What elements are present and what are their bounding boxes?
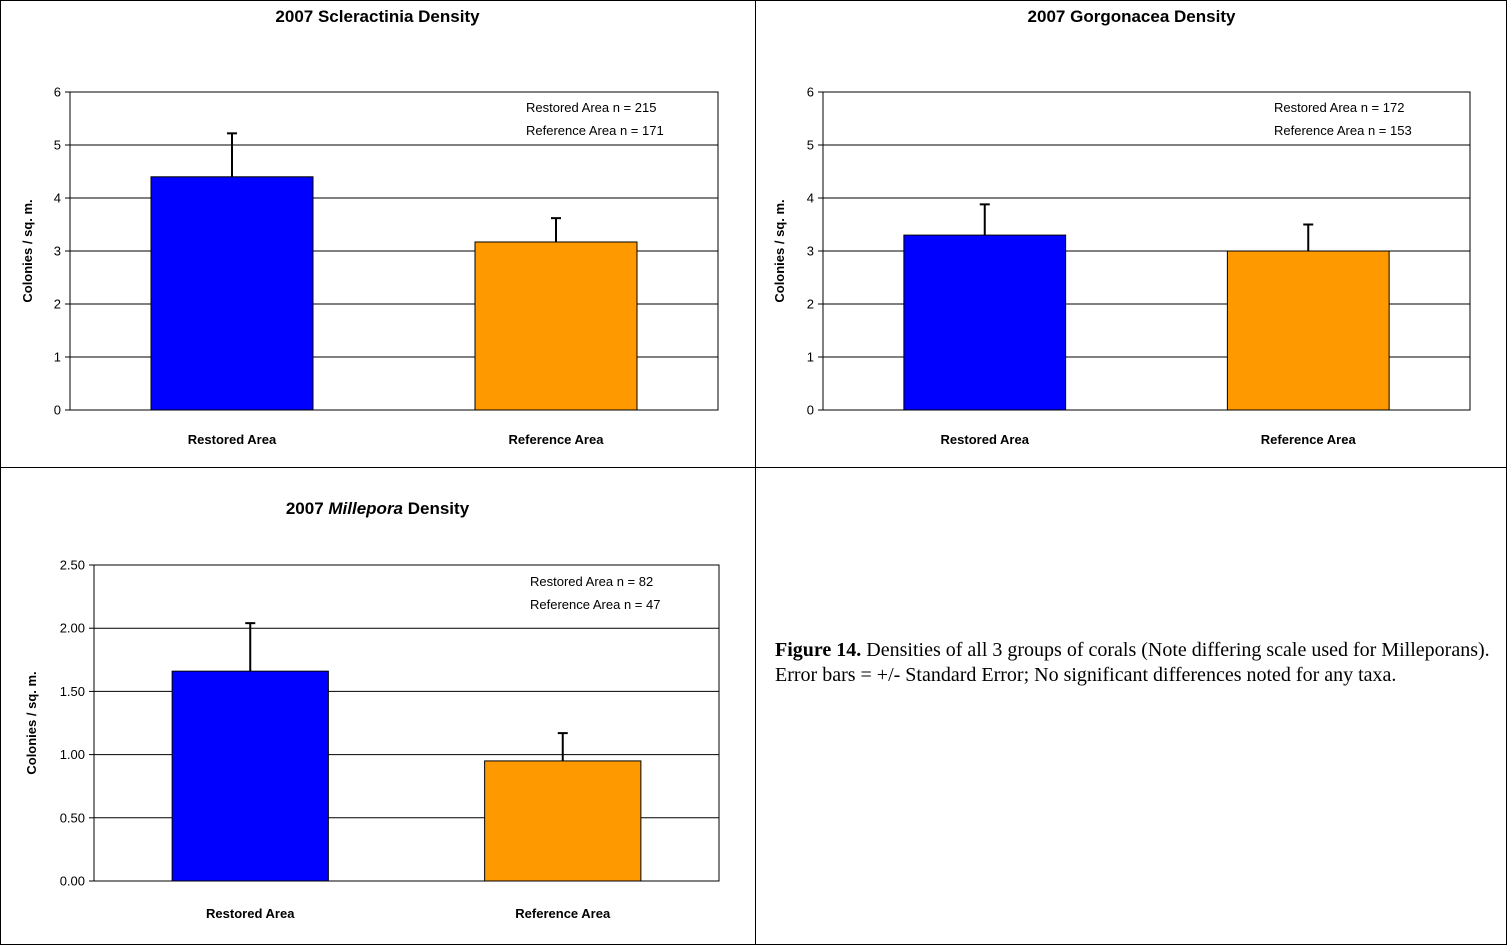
- y-tick-label: 4: [54, 191, 61, 206]
- y-tick-label: 0: [807, 403, 814, 418]
- y-tick-label: 3: [54, 244, 61, 259]
- bar: [171, 670, 329, 882]
- y-tick-label: 6: [54, 85, 61, 100]
- sample-size-annotation: Reference Area n = 171: [526, 123, 664, 138]
- y-tick-label: 1: [54, 350, 61, 365]
- chart-title-suffix: Density: [1169, 7, 1236, 26]
- sample-size-annotation: Reference Area n = 153: [1274, 123, 1412, 138]
- chart-title-prefix: 2007: [286, 499, 329, 518]
- figure-caption: Figure 14. Densities of all 3 groups of …: [775, 638, 1490, 688]
- y-tick-label: 1.00: [60, 747, 85, 762]
- y-tick-label: 0.00: [60, 874, 85, 889]
- bar: [150, 176, 314, 411]
- x-category-label: Reference Area: [509, 432, 605, 447]
- chart-title-main: Scleractinia: [318, 7, 414, 26]
- y-tick-label: 0.50: [60, 810, 85, 825]
- chart-gorgonacea: 2007 Gorgonacea Density 0 1 2 3 4 5 6 Restored A…: [772, 7, 1471, 447]
- chart-millepora: 2007 Millepora Density 0.00 0.50 1.00 1.50 2.…: [24, 499, 720, 921]
- y-tick-label: 2.00: [60, 621, 85, 636]
- bar: [1226, 250, 1390, 411]
- bar: [474, 241, 638, 411]
- x-category-label: Restored Area: [188, 432, 277, 447]
- table-divider-vertical: [755, 0, 756, 945]
- sample-size-annotation: Restored Area n = 215: [526, 100, 656, 115]
- chart-title: 2007 Gorgonacea Density: [1028, 7, 1236, 26]
- chart-title-prefix: 2007: [1028, 7, 1071, 26]
- x-category-label: Reference Area: [515, 906, 611, 921]
- chart-panel-gorgonacea: 2007 Gorgonacea Density 0 1 2 3 4 5 6 Restored A…: [757, 1, 1506, 466]
- plot-area: [822, 91, 1471, 411]
- y-tick-label: 2: [807, 297, 814, 312]
- y-axis-label: Colonies / sq. m.: [772, 199, 787, 302]
- y-tick-label: 4: [807, 191, 814, 206]
- chart-panel-millepora: 2007 Millepora Density 0.00 0.50 1.00 1.50 2.…: [1, 469, 754, 945]
- bar: [484, 760, 642, 882]
- chart-title: 2007 Scleractinia Density: [275, 7, 480, 26]
- plot-area: [69, 91, 719, 411]
- y-tick-label: 0: [54, 403, 61, 418]
- caption-text: Densities of all 3 groups of corals (Not…: [775, 639, 1490, 686]
- y-tick-label: 1.50: [60, 684, 85, 699]
- chart-panel-scleractinia: 2007 Scleractinia Density 0 1 2 3 4 5 6 Restored…: [1, 1, 754, 466]
- x-category-label: Reference Area: [1261, 432, 1357, 447]
- y-tick-label: 5: [807, 138, 814, 153]
- sample-size-annotation: Restored Area n = 172: [1274, 100, 1404, 115]
- table-divider-horizontal: [0, 467, 1507, 468]
- caption-label: Figure 14.: [775, 639, 862, 661]
- chart-title-suffix: Density: [413, 7, 480, 26]
- chart-title: 2007 Millepora Density: [286, 499, 470, 518]
- chart-title-main: Gorgonacea: [1070, 7, 1170, 26]
- sample-size-annotation: Restored Area n = 82: [530, 574, 653, 589]
- y-tick-label: 5: [54, 138, 61, 153]
- x-category-label: Restored Area: [206, 906, 295, 921]
- y-tick-label: 2: [54, 297, 61, 312]
- sample-size-annotation: Reference Area n = 47: [530, 597, 660, 612]
- y-tick-label: 1: [807, 350, 814, 365]
- chart-title-main: Millepora: [328, 499, 403, 518]
- y-axis-label: Colonies / sq. m.: [20, 199, 35, 302]
- y-tick-label: 2.50: [60, 558, 85, 573]
- chart-title-prefix: 2007: [275, 7, 318, 26]
- y-tick-label: 3: [807, 244, 814, 259]
- bar: [903, 234, 1067, 411]
- chart-scleractinia: 2007 Scleractinia Density 0 1 2 3 4 5 6 Restored…: [20, 7, 719, 447]
- y-tick-label: 6: [807, 85, 814, 100]
- y-axis-label: Colonies / sq. m.: [24, 671, 39, 774]
- chart-title-suffix: Density: [403, 499, 470, 518]
- plot-area: [93, 564, 720, 882]
- x-category-label: Restored Area: [941, 432, 1030, 447]
